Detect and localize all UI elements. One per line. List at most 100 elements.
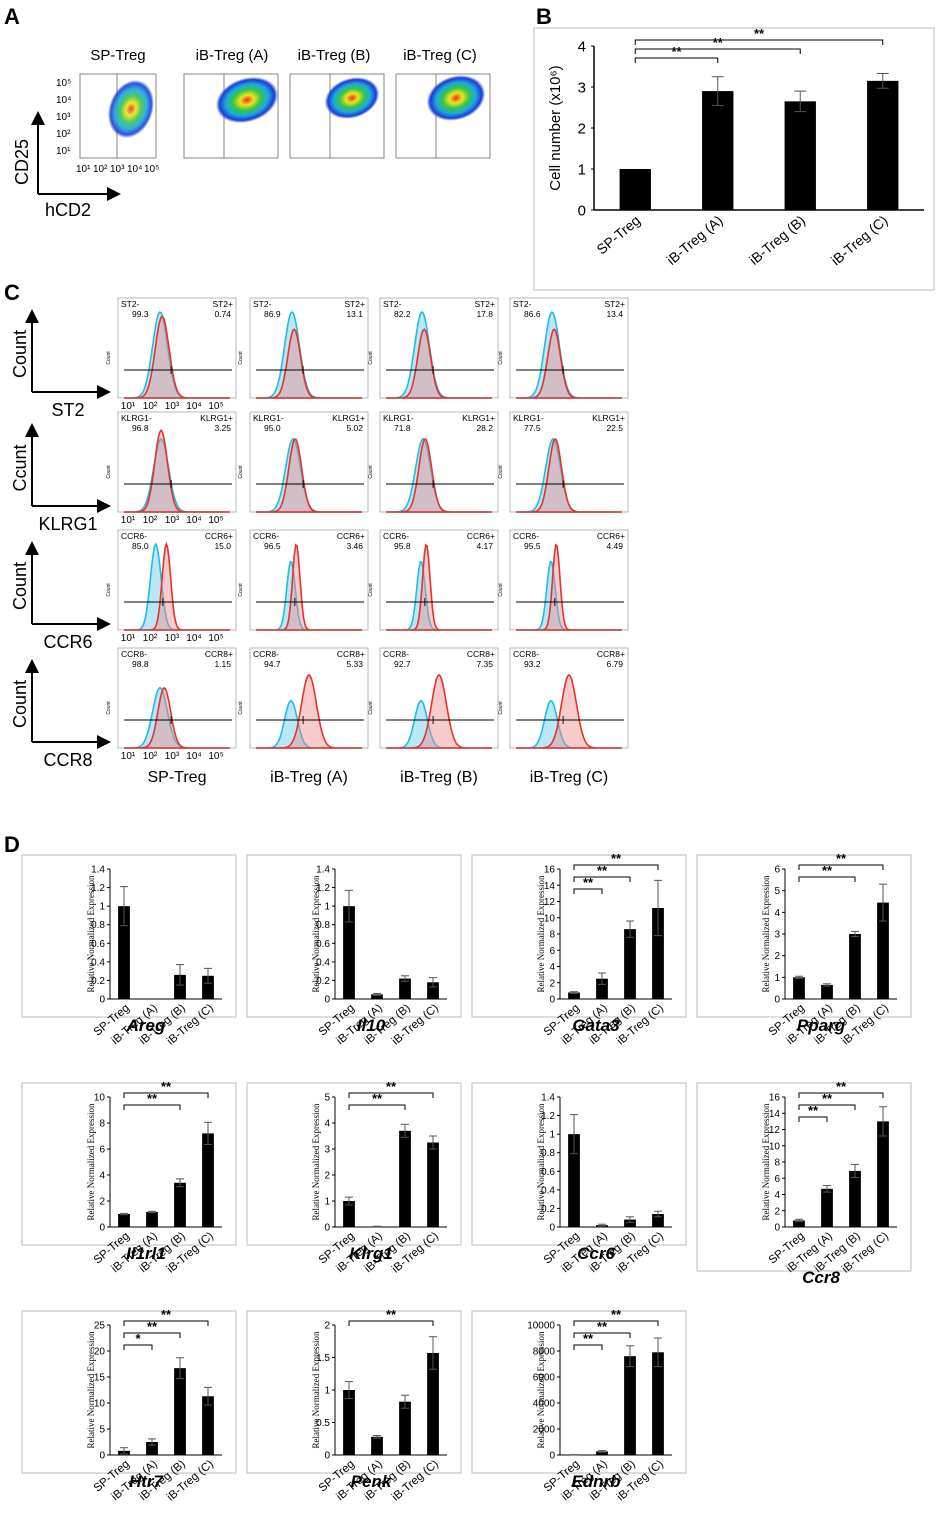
panel-letter-d: D — [4, 832, 20, 857]
histogram-x-tick: 10¹ — [121, 515, 136, 526]
gate-pos-label: ST2+ — [604, 299, 625, 309]
flow-tick-y: 10¹ — [56, 146, 71, 157]
y-tick-label: 5 — [99, 1425, 105, 1436]
gate-neg-label: CCR8- — [513, 649, 539, 659]
significance-stars: ** — [597, 1319, 608, 1334]
y-axis-title: Relative Normalized Expression — [86, 875, 96, 992]
gate-pos-label: ST2+ — [212, 299, 233, 309]
significance-stars: ** — [386, 1079, 397, 1094]
category-label: iB-Treg (B) — [746, 212, 808, 268]
gate-pos-label: ST2+ — [344, 299, 365, 309]
y-tick-label: 2 — [324, 1171, 330, 1182]
gate-pos-label: KLRG1+ — [462, 413, 495, 423]
significance-stars: ** — [372, 1091, 383, 1106]
y-tick-label: 2 — [549, 978, 555, 989]
y-axis-title: Relative Normalized Expression — [536, 1103, 546, 1220]
y-tick-label: 25 — [94, 1321, 106, 1332]
significance-stars: ** — [147, 1091, 158, 1106]
y-tick-label: 1 — [578, 161, 586, 178]
panel-a-label-sp-treg: SP-Treg — [90, 47, 145, 64]
panel-letter-b: B — [536, 4, 552, 29]
column-label: SP-Treg — [148, 769, 207, 786]
y-axis-title: Relative Normalized Expression — [761, 1103, 771, 1220]
y-axis-title: Relative Normalized Expression — [536, 875, 546, 992]
y-tick-label: 2 — [774, 1206, 780, 1217]
small-count-label: Count — [368, 583, 374, 597]
y-tick-label: 1.4 — [316, 865, 330, 876]
y-tick-label: 4 — [99, 1171, 105, 1182]
y-tick-label: 5 — [324, 1093, 330, 1104]
gate-pos-value: 4.17 — [476, 541, 493, 551]
y-tick-label: 0 — [774, 1223, 780, 1234]
bar — [202, 1133, 214, 1227]
gate-neg-label: CCR6- — [253, 531, 279, 541]
y-axis-title: Cell number (x10⁶) — [547, 65, 564, 190]
flow-tick-y: 10³ — [56, 112, 71, 123]
bar — [343, 1390, 355, 1455]
panel-a-flow-plots: SP-Treg iB-Treg (A) iB-Treg (B) iB-Treg … — [12, 47, 491, 220]
gene-title: Areg — [126, 1016, 166, 1035]
y-tick-label: 6 — [549, 946, 555, 957]
gate-pos-value: 1.15 — [214, 659, 231, 669]
small-count-label: Count — [106, 351, 112, 365]
significance-stars: ** — [822, 863, 833, 878]
bar — [702, 91, 733, 210]
bar — [399, 1402, 411, 1455]
y-tick-label: 0 — [324, 995, 330, 1006]
y-tick-label: 8 — [99, 1119, 105, 1130]
gene-title: Ednrb — [571, 1472, 620, 1491]
y-tick-label: 1 — [549, 1130, 555, 1141]
gene-title: Il1rl1 — [126, 1244, 166, 1263]
gate-neg-label: CCR8- — [383, 649, 409, 659]
y-axis-title: Relative Normalized Expression — [536, 1331, 546, 1448]
gene-title: Ccr6 — [577, 1244, 615, 1263]
histogram-x-tick: 10¹ — [121, 401, 136, 412]
bar — [146, 1212, 158, 1227]
y-tick-label: 0 — [99, 1223, 105, 1234]
row-y-label: Count — [10, 330, 30, 378]
gate-pos-value: 5.33 — [346, 659, 363, 669]
small-count-label: Count — [106, 465, 112, 479]
y-tick-label: 6 — [774, 865, 780, 876]
histogram-x-tick: 10⁵ — [208, 633, 223, 644]
bar — [867, 81, 898, 210]
histogram-x-tick: 10² — [143, 515, 158, 526]
y-tick-label: 4 — [549, 962, 555, 973]
gate-pos-label: CCR8+ — [205, 649, 233, 659]
histogram-x-tick: 10⁴ — [186, 401, 201, 412]
y-axis-title: Relative Normalized Expression — [86, 1103, 96, 1220]
bar — [849, 934, 861, 999]
small-count-label: Count — [368, 701, 374, 715]
significance-stars: ** — [583, 875, 594, 890]
gate-pos-value: 15.0 — [214, 541, 231, 551]
gate-pos-label: KLRG1+ — [592, 413, 625, 423]
y-axis-title: Relative Normalized Expression — [311, 1103, 321, 1220]
category-label: SP-Treg — [593, 212, 643, 257]
significance-stars: ** — [611, 851, 622, 866]
y-tick-label: 4 — [774, 908, 780, 919]
gate-pos-value: 5.02 — [346, 423, 363, 433]
panel-a-label-ib-treg-a: iB-Treg (A) — [196, 47, 269, 64]
gate-pos-value: 13.4 — [606, 309, 623, 319]
bar — [118, 1214, 130, 1227]
column-label: iB-Treg (A) — [270, 769, 348, 786]
gate-neg-value: 96.8 — [132, 423, 149, 433]
gate-neg-label: ST2- — [253, 299, 272, 309]
flow-tick-x: 10⁵ — [144, 164, 159, 175]
gate-neg-value: 71.8 — [394, 423, 411, 433]
small-count-label: Count — [498, 701, 504, 715]
gate-neg-value: 86.9 — [264, 309, 281, 319]
small-count-label: Count — [238, 351, 244, 365]
y-axis-title: Relative Normalized Expression — [311, 1331, 321, 1448]
gene-title: Pparg — [797, 1016, 846, 1035]
histogram-x-tick: 10¹ — [121, 633, 136, 644]
significance-stars: ** — [161, 1307, 172, 1322]
small-count-label: Count — [106, 701, 112, 715]
